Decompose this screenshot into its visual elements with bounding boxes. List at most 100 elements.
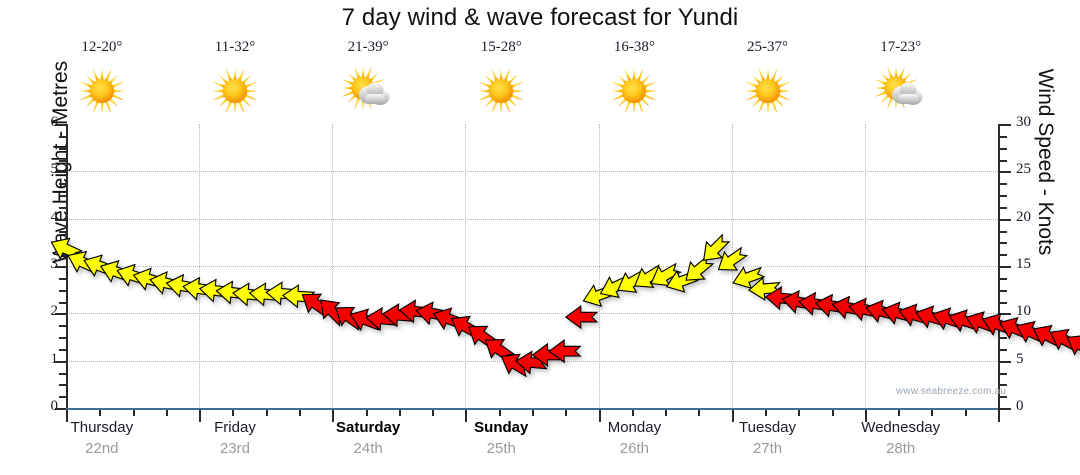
day-name: Sunday [474, 419, 529, 436]
left-axis-minor-tick [59, 325, 66, 328]
bottom-axis-minor-tick [165, 408, 168, 416]
wind-arrow-marker [1066, 334, 1080, 359]
right-axis-minor-tick [1000, 301, 1007, 304]
bottom-axis-minor-tick [299, 408, 301, 416]
left-axis-tick [55, 124, 66, 126]
left-axis-tick [55, 408, 66, 410]
day-date: 25th [486, 440, 516, 457]
left-axis-minor-tick [59, 396, 66, 399]
right-axis-minor-tick [1000, 325, 1007, 328]
right-axis-minor-tick [1000, 183, 1007, 186]
sunny-icon [472, 64, 530, 116]
left-axis-tick [55, 171, 66, 174]
day-name: Saturday [336, 419, 401, 436]
day-name: Friday [214, 419, 256, 436]
left-axis-minor-tick [59, 337, 66, 339]
temperature-range: 17-23° [880, 39, 922, 55]
gridline-horizontal [66, 218, 998, 220]
bottom-axis-minor-tick [964, 408, 967, 416]
gridline-horizontal [66, 266, 998, 267]
bottom-axis-minor-tick [898, 408, 901, 416]
sunny-icon [605, 64, 663, 116]
bottom-axis-day-tick [731, 408, 734, 422]
day-header-friday: 11-32° [166, 36, 304, 122]
bottom-axis-day-tick [332, 408, 335, 422]
day-header-wednesday: 17-23° [832, 36, 970, 122]
right-axis-tick-label: 30 [1016, 114, 1031, 130]
left-axis-minor-tick [59, 277, 66, 280]
day-footer-monday: Monday 26th [566, 418, 704, 460]
right-axis-minor-tick [1000, 230, 1007, 233]
day-header-strip: 12-20° 11-32° 21-39° [33, 36, 997, 122]
left-axis-minor-tick [59, 242, 66, 245]
day-footer-wednesday: Wednesday 28th [832, 418, 970, 460]
left-axis-tick-label: 2 [50, 303, 59, 320]
left-axis-tick-label: 3 [50, 256, 59, 272]
left-axis-tick-label: 0 [50, 398, 59, 414]
right-axis-tick [1000, 266, 1011, 268]
right-axis-minor-tick [1000, 337, 1007, 339]
day-footer-thursday: Thursday 22nd [33, 418, 171, 460]
left-axis-tick-label: 6 [50, 114, 59, 130]
right-axis-minor-tick [1000, 159, 1007, 162]
left-axis-minor-tick [59, 372, 66, 375]
left-axis-minor-tick [59, 147, 66, 150]
day-footer-tuesday: Tuesday 27th [699, 418, 837, 460]
bottom-axis-day-tick [998, 408, 1000, 422]
day-date: 23rd [219, 440, 250, 457]
bottom-axis-day-tick [66, 408, 68, 422]
right-axis-minor-tick [1000, 396, 1007, 399]
bottom-axis-day-tick [598, 408, 601, 422]
left-axis-minor-tick [59, 135, 66, 138]
bottom-axis-day-tick [864, 408, 867, 422]
left-axis-tick [55, 266, 66, 268]
right-axis-minor-tick [1000, 277, 1007, 280]
right-axis-tick [1000, 218, 1011, 221]
right-axis-line [998, 124, 1000, 408]
bottom-axis-minor-tick [631, 408, 634, 416]
left-axis-tick [55, 360, 66, 363]
right-axis-tick [1000, 171, 1011, 174]
sunny-icon [79, 68, 125, 114]
bottom-axis-line [66, 408, 998, 410]
day-date: 22nd [85, 440, 119, 457]
day-footer-friday: Friday 23rd [166, 418, 304, 460]
right-axis-minor-tick [1000, 195, 1007, 197]
bottom-axis-minor-tick [665, 408, 668, 416]
bottom-axis-minor-tick [398, 408, 401, 416]
day-name: Thursday [70, 419, 134, 436]
left-axis-minor-tick [59, 159, 66, 162]
left-axis-tick [55, 218, 66, 221]
bottom-axis-minor-tick [265, 408, 268, 416]
day-footer-saturday: Saturday 24th [299, 418, 437, 460]
day-header-tuesday: 25-37° [699, 36, 837, 122]
gridline-vertical [465, 124, 467, 408]
bottom-axis-minor-tick [698, 408, 701, 416]
left-axis-minor-tick [59, 230, 66, 233]
day-footer-sunday: Sunday 25th [432, 418, 570, 460]
bottom-axis-minor-tick [232, 408, 235, 416]
sunny-icon [73, 64, 131, 116]
partly-cloudy-icon [874, 66, 923, 110]
day-footer-strip: Thursday 22nd Friday 23rd Saturday 24th Sunday… [33, 418, 997, 470]
left-axis-tick [55, 313, 66, 316]
right-axis-tick-label: 10 [1016, 303, 1031, 320]
left-axis-line [66, 124, 68, 408]
right-axis-minor-tick [1000, 289, 1007, 292]
gridline-vertical [731, 124, 733, 408]
right-axis-minor-tick [1000, 147, 1007, 150]
left-axis-minor-tick [59, 289, 66, 292]
bottom-axis-minor-tick [498, 408, 501, 416]
bottom-axis-minor-tick [765, 408, 767, 416]
partly-cloudy-icon [872, 64, 930, 116]
bottom-axis-day-tick [465, 408, 468, 422]
bottom-axis-minor-tick [532, 408, 534, 416]
day-date: 24th [353, 440, 383, 457]
bottom-axis-minor-tick [432, 408, 435, 416]
right-axis-minor-tick [1000, 254, 1007, 257]
day-header-thursday: 12-20° [33, 36, 171, 122]
day-date: 27th [752, 440, 783, 457]
right-axis-tick-label: 25 [1016, 161, 1031, 178]
temperature-range: 16-38° [613, 39, 655, 55]
